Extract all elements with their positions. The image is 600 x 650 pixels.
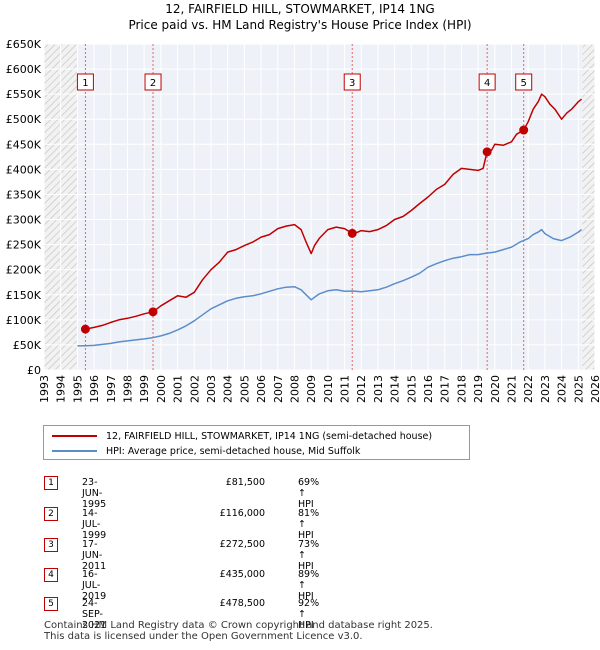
y-tick-label: £450K xyxy=(6,138,42,151)
legend-property-label: 12, FAIRFIELD HILL, STOWMARKET, IP14 1NG… xyxy=(106,430,433,442)
y-tick-label: £0 xyxy=(27,364,41,377)
x-tick-label: 1993 xyxy=(38,375,51,403)
x-tick-label: 2000 xyxy=(155,375,168,403)
tx-price: £81,500 xyxy=(225,477,265,488)
x-tick-label: 1996 xyxy=(88,375,101,403)
sale-point xyxy=(80,324,90,334)
x-tick-label: 2024 xyxy=(556,375,569,403)
legend-item-property: 12, FAIRFIELD HILL, STOWMARKET, IP14 1NG… xyxy=(52,428,432,444)
footer-copyright: Contains HM Land Registry data © Crown c… xyxy=(44,620,433,631)
y-tick-label: £50K xyxy=(13,339,42,352)
sale-point xyxy=(148,307,158,317)
hatched-region xyxy=(582,44,595,370)
sale-label-box xyxy=(343,73,361,91)
x-tick-label: 2015 xyxy=(405,375,418,403)
chart-subtitle: Price paid vs. HM Land Registry's House … xyxy=(128,18,472,32)
x-tick-label: 2016 xyxy=(422,375,435,403)
x-tick-label: 2014 xyxy=(389,375,402,403)
y-tick-label: £500K xyxy=(6,113,42,126)
tx-hpi: 73% ↑ HPI xyxy=(298,539,320,572)
legend-blue-line xyxy=(52,450,97,452)
tx-date: 23-JUN-1995 xyxy=(82,477,107,510)
x-tick-label: 2005 xyxy=(238,375,251,403)
y-tick-label: £150K xyxy=(6,289,42,302)
legend-item-hpi: HPI: Average price, semi-detached house,… xyxy=(52,443,360,459)
sale-label: 1 xyxy=(82,78,88,89)
tx-date: 24-SEP-2021 xyxy=(82,598,107,631)
y-tick-label: £300K xyxy=(6,214,42,227)
tx-number: 3 xyxy=(44,538,58,552)
footer-licence: This data is licensed under the Open Gov… xyxy=(44,631,363,642)
tx-hpi: 89% ↑ HPI xyxy=(298,569,320,602)
x-tick-label: 2026 xyxy=(589,375,600,403)
sale-label: 3 xyxy=(349,78,355,89)
tx-hpi: 69% ↑ HPI xyxy=(298,477,320,510)
x-tick-label: 2019 xyxy=(472,375,485,403)
x-tick-label: 1997 xyxy=(105,375,118,403)
x-tick-label: 1998 xyxy=(121,375,134,403)
x-tick-label: 2022 xyxy=(522,375,535,403)
tx-hpi: 81% ↑ HPI xyxy=(298,508,320,541)
plot-background xyxy=(44,44,595,370)
chart-title: 12, FAIRFIELD HILL, STOWMARKET, IP14 1NG xyxy=(165,2,435,16)
x-tick-label: 2020 xyxy=(489,375,502,403)
x-tick-label: 2023 xyxy=(539,375,552,403)
tx-number: 5 xyxy=(44,597,58,611)
sale-point xyxy=(519,125,529,135)
y-tick-label: £350K xyxy=(6,188,42,201)
sale-label-box xyxy=(478,73,496,91)
legend-red-line xyxy=(52,435,97,437)
x-tick-label: 2004 xyxy=(222,375,235,403)
x-tick-label: 2011 xyxy=(339,375,352,403)
legend: 12, FAIRFIELD HILL, STOWMARKET, IP14 1NG… xyxy=(43,425,470,460)
tx-number: 2 xyxy=(44,507,58,521)
sale-label-box xyxy=(515,73,533,91)
price-chart: 1 2 3 4 5 £0 £50K £100K £150K £200K £250K £300K £35… xyxy=(6,38,600,403)
x-tick-label: 2003 xyxy=(205,375,218,403)
tx-price: £435,000 xyxy=(219,569,265,580)
x-tick-label: 2013 xyxy=(372,375,385,403)
y-tick-label: £650K xyxy=(6,38,42,51)
x-tick-label: 2007 xyxy=(272,375,285,403)
hpi-series-line xyxy=(77,228,583,347)
y-tick-label: £200K xyxy=(6,264,42,277)
y-tick-label: £550K xyxy=(6,88,42,101)
x-tick-label: 2010 xyxy=(322,375,335,403)
tx-price: £272,500 xyxy=(219,539,265,550)
tx-number: 4 xyxy=(44,568,58,582)
sale-label-box xyxy=(144,73,162,91)
sale-label: 2 xyxy=(150,78,156,89)
tx-date: 17-JUN-2011 xyxy=(82,539,107,572)
tx-date: 14-JUL-1999 xyxy=(82,508,107,541)
sale-label-box xyxy=(76,73,94,91)
tx-price: £116,000 xyxy=(219,508,265,519)
legend-hpi-label: HPI: Average price, semi-detached house,… xyxy=(106,445,361,457)
tx-price: £478,500 xyxy=(219,598,265,609)
sale-label: 4 xyxy=(484,78,490,89)
y-tick-label: £250K xyxy=(6,239,42,252)
x-tick-label: 2008 xyxy=(288,375,301,403)
x-tick-label: 1994 xyxy=(55,375,68,403)
y-tick-label: £600K xyxy=(6,63,42,76)
y-tick-label: £400K xyxy=(6,163,42,176)
x-tick-label: 2017 xyxy=(439,375,452,403)
x-tick-label: 2002 xyxy=(188,375,201,403)
y-tick-label: £100K xyxy=(6,314,42,327)
x-tick-label: 2009 xyxy=(305,375,318,403)
x-tick-label: 2012 xyxy=(355,375,368,403)
sale-point xyxy=(482,147,492,157)
x-tick-label: 2006 xyxy=(255,375,268,403)
sale-label: 5 xyxy=(521,78,527,89)
x-tick-label: 2001 xyxy=(172,375,185,403)
tx-date: 16-JUL-2019 xyxy=(82,569,107,602)
x-tick-label: 2021 xyxy=(506,375,519,403)
tx-number: 1 xyxy=(44,476,58,490)
x-tick-label: 1999 xyxy=(138,375,151,403)
x-tick-label: 2025 xyxy=(572,375,585,403)
tx-hpi: 92% ↑ HPI xyxy=(298,598,320,631)
sale-point xyxy=(347,228,357,238)
x-tick-label: 2018 xyxy=(455,375,468,403)
x-tick-label: 1995 xyxy=(71,375,84,403)
